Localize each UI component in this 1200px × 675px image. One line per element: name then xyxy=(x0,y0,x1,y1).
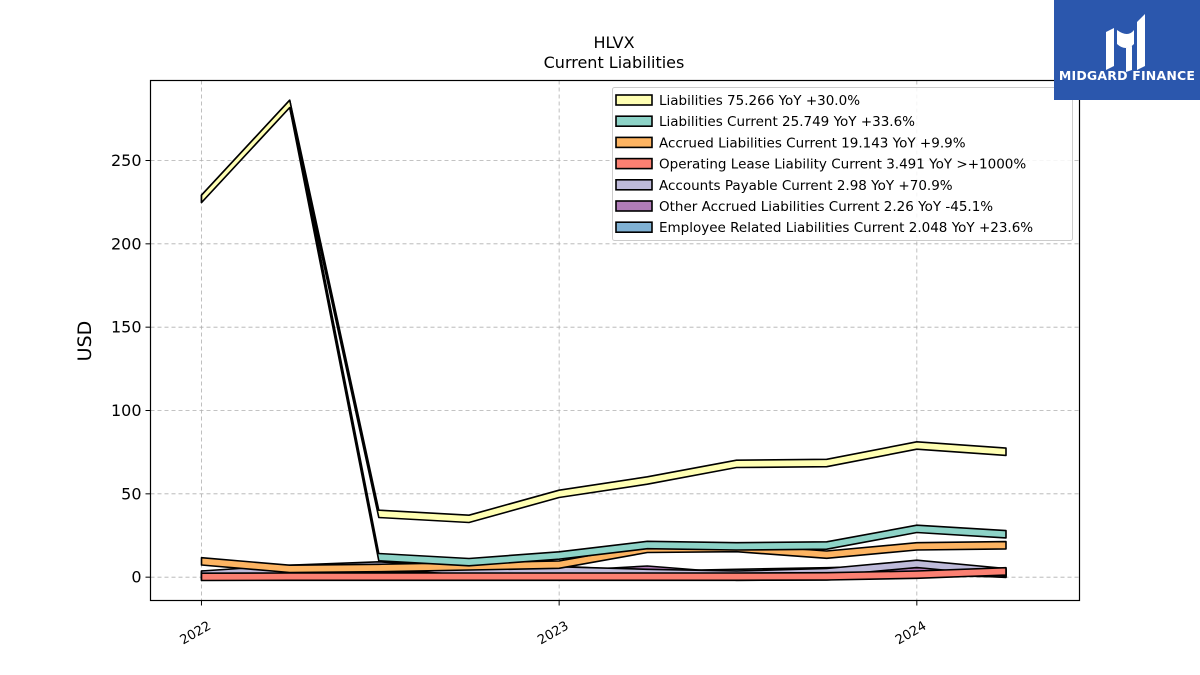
series-band-liabilities-current xyxy=(200,99,1007,567)
legend-entry-operating-lease-liability-current: Operating Lease Liability Current 3.491 … xyxy=(659,157,1026,173)
plot-frame xyxy=(149,79,1081,602)
legend-swatch-liabilities xyxy=(615,94,653,106)
logo-mark-icon xyxy=(1054,0,1200,100)
y-tick-label: 50 xyxy=(121,484,141,503)
x-tick-label: 2022 xyxy=(178,619,214,649)
midgard-finance-logo: MIDGARD FINANCE xyxy=(1054,0,1200,100)
legend-entry-employee-related-liabilities-current: Employee Related Liabilities Current 2.0… xyxy=(659,220,1033,236)
x-tick-label: 2024 xyxy=(893,619,929,649)
y-tick-label: 200 xyxy=(111,234,142,253)
y-axis-label: USD xyxy=(74,321,96,362)
chart-subtitle: Current Liabilities xyxy=(544,53,685,72)
logo-text: MIDGARD FINANCE xyxy=(1058,68,1196,83)
legend-entry-liabilities: Liabilities 75.266 YoY +30.0% xyxy=(659,93,860,109)
legend-entry-accrued-liabilities-current: Accrued Liabilities Current 19.143 YoY +… xyxy=(659,135,966,151)
legend-swatch-other-accrued-liabilities-current xyxy=(615,200,653,212)
legend-swatch-accounts-payable-current xyxy=(615,179,653,191)
chart-title: HLVX xyxy=(593,33,634,52)
series-band-operating-lease-liability-current xyxy=(200,566,1007,582)
legend-entry-other-accrued-liabilities-current: Other Accrued Liabilities Current 2.26 Y… xyxy=(659,199,993,215)
x-tick-label: 2023 xyxy=(535,619,571,649)
legend-box xyxy=(612,87,1073,241)
legend-entry-accounts-payable-current: Accounts Payable Current 2.98 YoY +70.9% xyxy=(659,178,953,194)
legend-swatch-employee-related-liabilities-current xyxy=(615,221,653,233)
y-tick-label: 250 xyxy=(111,151,142,170)
series-band-liabilities xyxy=(200,99,1007,524)
legend-swatch-accrued-liabilities-current xyxy=(615,136,653,149)
legend-swatch-liabilities-current xyxy=(615,115,653,127)
legend-swatch-operating-lease-liability-current xyxy=(615,157,653,170)
series-layer xyxy=(200,99,1007,582)
y-tick-label: 0 xyxy=(131,568,141,587)
legend-entry-liabilities-current: Liabilities Current 25.749 YoY +33.6% xyxy=(659,114,915,130)
y-tick-label: 100 xyxy=(111,401,142,420)
y-tick-label: 150 xyxy=(111,318,142,337)
legend: Liabilities 75.266 YoY +30.0% Liabilities… xyxy=(612,87,1073,241)
